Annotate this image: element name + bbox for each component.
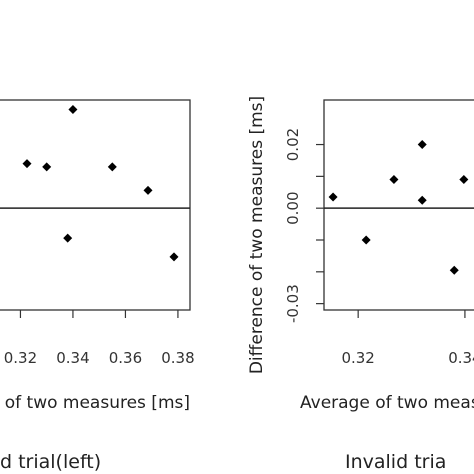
point <box>389 175 399 185</box>
x-axis-label: Average of two measures [ms] <box>300 393 474 413</box>
x-tick-label: 0.38 <box>161 349 194 367</box>
x-tick-label: 0.32 <box>4 349 37 367</box>
point <box>361 235 371 245</box>
point <box>63 233 73 243</box>
x-tick-label: 0.34 <box>448 349 474 367</box>
caption: d trial(left) <box>0 451 101 473</box>
plot-frame <box>323 99 474 311</box>
x-axis-label: Average of two measures [ms] <box>0 393 190 413</box>
x-tick-label: 0.36 <box>109 349 142 367</box>
plot-frame <box>0 99 191 311</box>
x-tick-label: 0.32 <box>341 349 374 367</box>
point <box>459 175 469 185</box>
point <box>68 105 78 115</box>
point <box>328 192 338 202</box>
x-tick-label: 0.34 <box>56 349 89 367</box>
point <box>107 162 117 172</box>
point <box>143 185 153 195</box>
y-tick-label: 0.02 <box>284 128 302 161</box>
y-axis-label: Difference of two measures [ms] <box>247 96 267 374</box>
point <box>42 162 52 172</box>
point <box>417 195 427 205</box>
caption: Invalid tria <box>345 451 446 473</box>
point <box>449 265 459 275</box>
y-tick-label: -0.03 <box>284 284 302 323</box>
point <box>22 159 32 169</box>
point <box>169 252 179 262</box>
point <box>417 140 427 150</box>
y-tick-label: 0.00 <box>284 191 302 224</box>
